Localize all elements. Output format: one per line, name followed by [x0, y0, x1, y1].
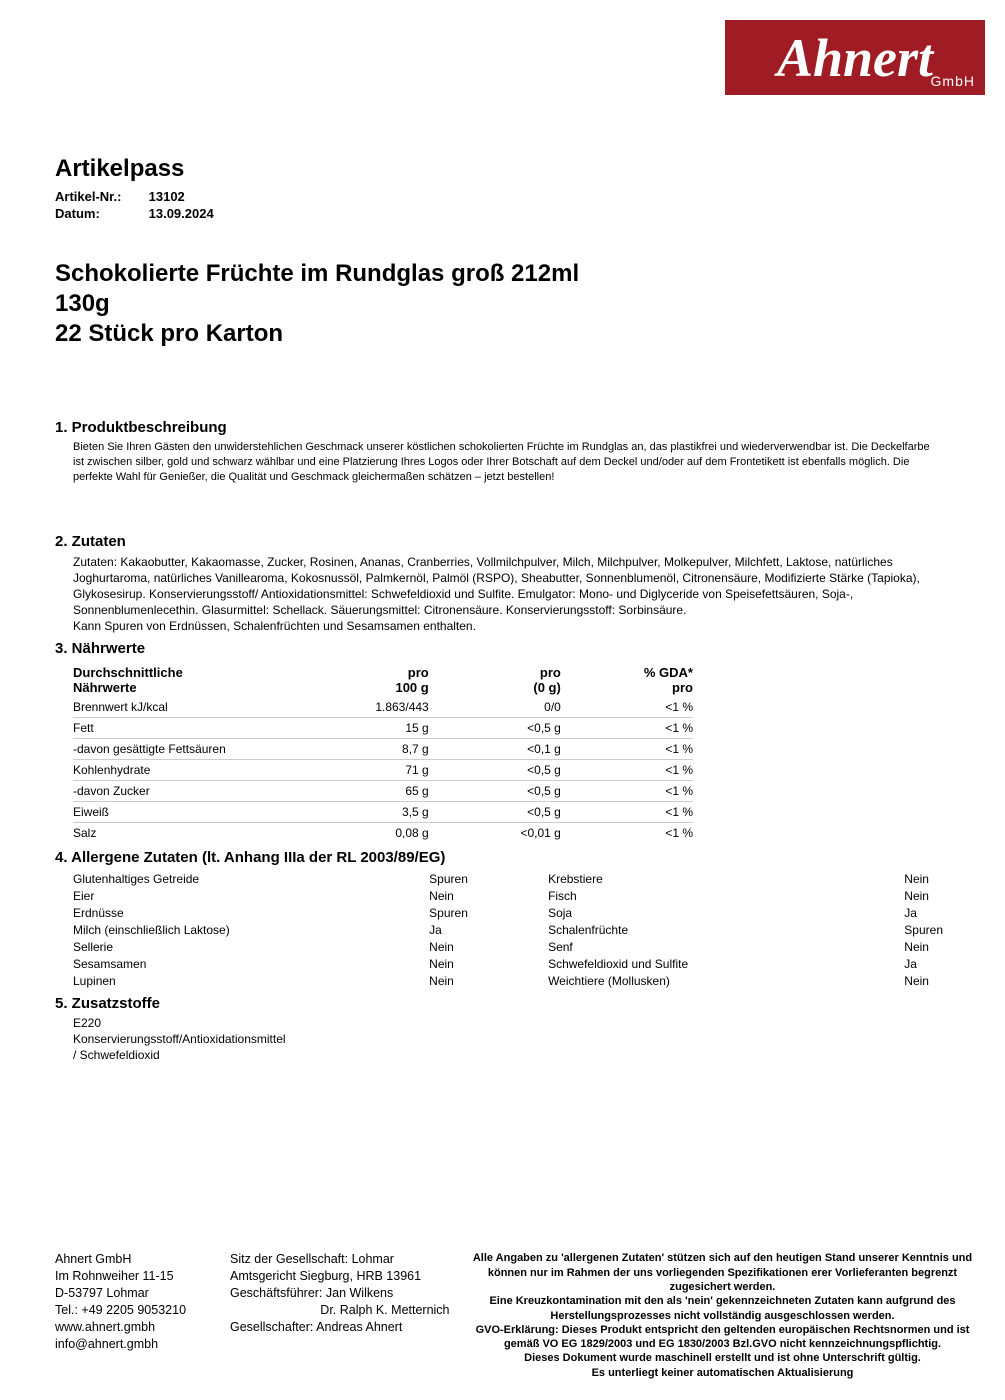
artikel-nr-value: 13102	[149, 189, 185, 204]
section-2-title: 2. Zutaten	[55, 533, 950, 550]
table-row: SellerieNeinSenfNein	[73, 938, 943, 955]
section-3-title: 3. Nährwerte	[55, 640, 950, 657]
product-title-line2: 130g	[55, 289, 950, 319]
additives: E220 Konservierungsstoff/Antioxidationsm…	[73, 1016, 273, 1063]
meta-artikel: Artikel-Nr.: 13102	[55, 189, 950, 204]
additive-code: E220	[73, 1016, 273, 1032]
product-title-line3: 22 Stück pro Karton	[55, 319, 950, 349]
section-1-text: Bieten Sie Ihren Gästen den unwiderstehl…	[73, 440, 940, 485]
logo-suffix: GmbH	[931, 73, 975, 89]
nutr-h3: pro (0 g)	[429, 663, 561, 697]
footer-disclaimer: Alle Angaben zu 'allergenen Zutaten' stü…	[460, 1251, 985, 1380]
table-row: Eiweiß3,5 g<0,5 g<1 %	[73, 802, 693, 823]
table-row: LupinenNeinWeichtiere (Mollusken)Nein	[73, 972, 943, 989]
product-title-line1: Schokolierte Früchte im Rundglas groß 21…	[55, 259, 950, 289]
section-2-text: Zutaten: Kakaobutter, Kakaomasse, Zucker…	[73, 554, 940, 619]
section-5-title: 5. Zusatzstoffe	[55, 995, 950, 1012]
table-row: Fett15 g<0,5 g<1 %	[73, 718, 693, 739]
table-row: Milch (einschließlich Laktose)JaSchalenf…	[73, 921, 943, 938]
page-title: Artikelpass	[55, 155, 950, 183]
table-row: EierNeinFischNein	[73, 887, 943, 904]
artikel-nr-label: Artikel-Nr.:	[55, 189, 145, 204]
table-row: -davon Zucker65 g<0,5 g<1 %	[73, 781, 693, 802]
datum-value: 13.09.2024	[149, 206, 214, 221]
footer: Ahnert GmbH Im Rohnweiher 11-15 D-53797 …	[55, 1251, 985, 1380]
datum-label: Datum:	[55, 206, 145, 221]
footer-legal: Sitz der Gesellschaft: Lohmar Amtsgerich…	[230, 1251, 460, 1380]
product-title: Schokolierte Früchte im Rundglas groß 21…	[55, 259, 950, 349]
meta-datum: Datum: 13.09.2024	[55, 206, 950, 221]
nutr-h2: pro 100 g	[307, 663, 429, 697]
allergen-table: Glutenhaltiges GetreideSpurenKrebstiereN…	[73, 870, 943, 989]
nutr-h4: % GDA* pro	[561, 663, 693, 697]
table-row: Brennwert kJ/kcal1.863/4430/0<1 %	[73, 697, 693, 718]
logo-brand: Ahnert	[777, 31, 933, 85]
brand-logo: Ahnert GmbH	[725, 20, 985, 95]
additive-desc: Konservierungsstoff/Antioxidationsmittel…	[73, 1032, 273, 1063]
table-row: ErdnüsseSpurenSojaJa	[73, 904, 943, 921]
section-1-title: 1. Produktbeschreibung	[55, 419, 950, 436]
table-row: Salz0,08 g<0,01 g<1 %	[73, 823, 693, 844]
table-row: -davon gesättigte Fettsäuren8,7 g<0,1 g<…	[73, 739, 693, 760]
nutr-h1: Durchschnittliche Nährwerte	[73, 663, 307, 697]
section-2-text2: Kann Spuren von Erdnüssen, Schalenfrücht…	[73, 618, 940, 634]
table-row: Glutenhaltiges GetreideSpurenKrebstiereN…	[73, 870, 943, 887]
table-row: SesamsamenNeinSchwefeldioxid und Sulfite…	[73, 955, 943, 972]
footer-company: Ahnert GmbH Im Rohnweiher 11-15 D-53797 …	[55, 1251, 230, 1380]
table-row: Kohlenhydrate71 g<0,5 g<1 %	[73, 760, 693, 781]
section-4-title: 4. Allergene Zutaten (lt. Anhang IIIa de…	[55, 849, 950, 866]
nutrition-table: Durchschnittliche Nährwerte pro 100 g pr…	[73, 663, 693, 843]
document-body: Artikelpass Artikel-Nr.: 13102 Datum: 13…	[55, 155, 950, 1063]
